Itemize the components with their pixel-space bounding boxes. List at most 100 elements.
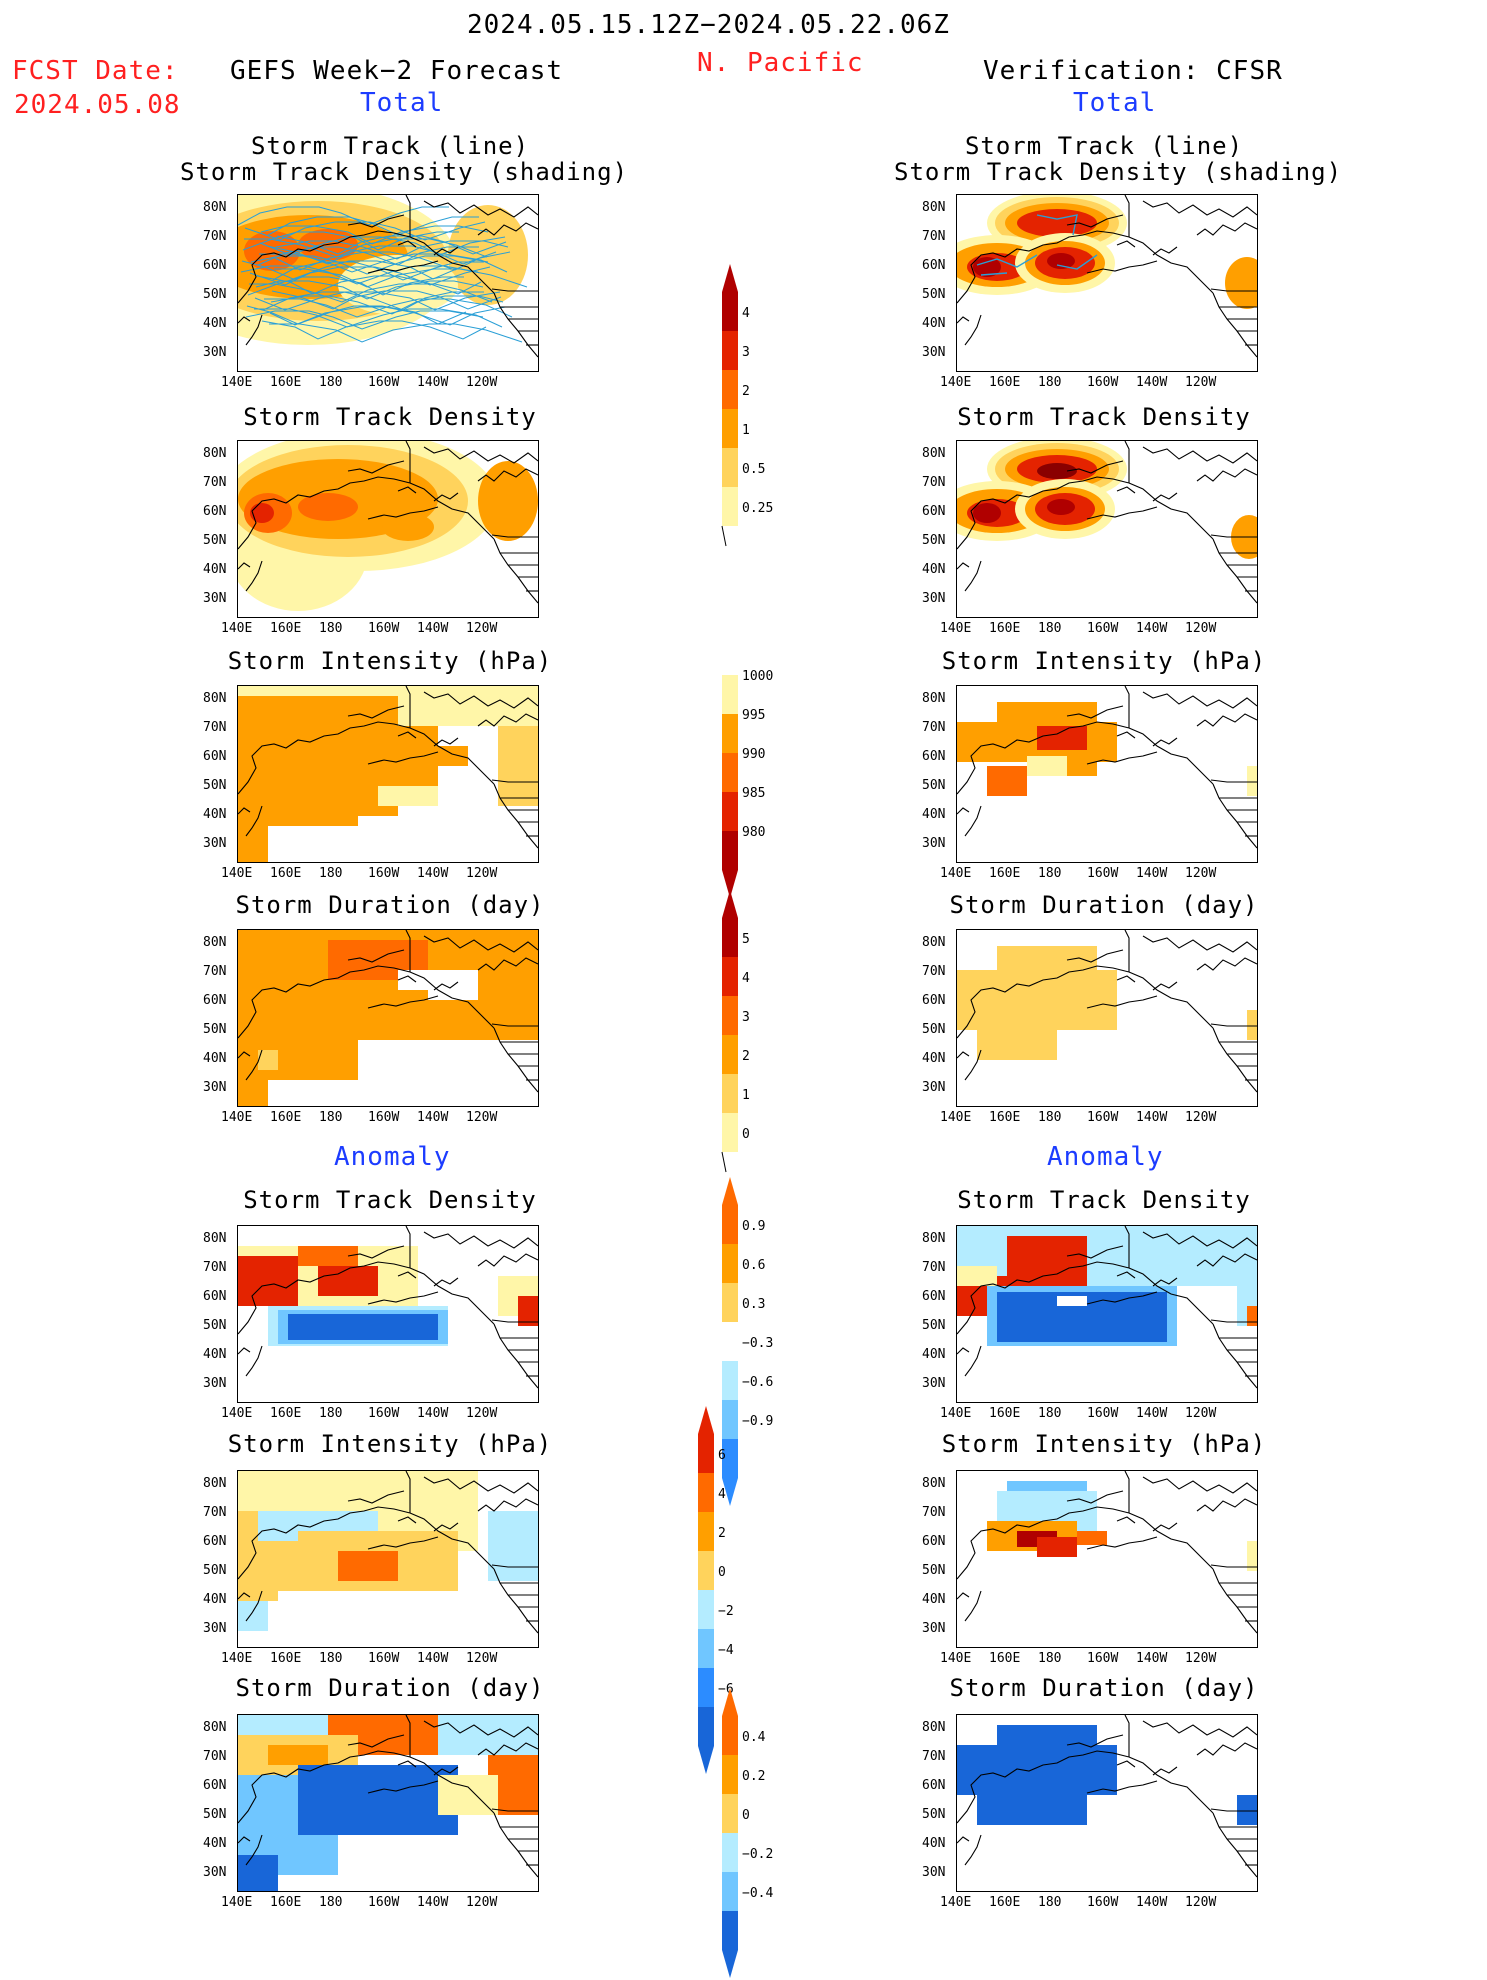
colorbar-arrow: [722, 1478, 738, 1506]
shade-contour: [1047, 499, 1075, 515]
fc-intensity-anom-map: [237, 1470, 539, 1648]
colorbar-label: 5: [742, 931, 750, 947]
lat-tick-label: 60N: [203, 993, 227, 1008]
fc-duration-anom-map-shading: [238, 1715, 538, 1891]
shade-block: [378, 786, 438, 806]
colorbar-segment: [722, 1244, 738, 1283]
lon-tick-label: 180: [1038, 621, 1062, 636]
verification-anomaly-label: Anomaly: [1047, 1142, 1164, 1172]
lon-tick-label: 160E: [270, 866, 302, 881]
colorbar-segment: [722, 1205, 738, 1244]
colorbar-segment: [722, 1794, 738, 1833]
shade-block: [1247, 1306, 1257, 1326]
shade-block: [977, 1795, 1087, 1825]
vf-density-title: Storm Track Density: [957, 403, 1251, 431]
storm-track-line: [254, 308, 503, 328]
lon-tick-label: 160W: [1087, 621, 1119, 636]
lat-tick-label: 70N: [203, 475, 227, 490]
lat-tick-label: 80N: [203, 935, 227, 950]
lon-tick-label: 120W: [466, 1895, 498, 1910]
vf-intensity-anom-title: Storm Intensity (hPa): [941, 1430, 1267, 1458]
shade-block: [488, 1511, 538, 1581]
lon-tick-label: 140E: [940, 1110, 972, 1125]
lon-tick-label: 160E: [989, 1651, 1021, 1666]
shade-contour: [1037, 463, 1077, 479]
forecast-title: GEFS Week−2 Forecast: [230, 56, 564, 86]
fc-duration-title: Storm Duration (day): [235, 891, 545, 919]
lon-tick-label: 180: [319, 1406, 343, 1421]
fc-track-line-map: [237, 194, 539, 372]
lat-tick-label: 40N: [922, 1347, 946, 1362]
vf-track-line-title: Storm Track (line): [964, 132, 1244, 160]
shade-block: [238, 1256, 298, 1306]
lat-tick-label: 70N: [922, 475, 946, 490]
colorbar-segment: [722, 792, 738, 831]
colorbar-segment: [722, 918, 738, 957]
colorbar-segment: [722, 1074, 738, 1113]
colorbar-arrow: [722, 870, 738, 898]
verification-total-label: Total: [1073, 88, 1157, 118]
lon-tick-label: 140E: [221, 1406, 253, 1421]
lat-tick-label: 80N: [922, 935, 946, 950]
lon-tick-label: 180: [1038, 1406, 1062, 1421]
colorbar-segment: [698, 1590, 714, 1629]
lon-tick-label: 160W: [368, 1406, 400, 1421]
lon-tick-label: 140E: [221, 866, 253, 881]
shade-block: [298, 1246, 358, 1266]
lat-tick-label: 70N: [203, 229, 227, 244]
lon-tick-label: 120W: [466, 375, 498, 390]
colorbar-label: 0.9: [742, 1218, 766, 1234]
colorbar-arrow: [722, 1177, 738, 1205]
lat-tick-label: 30N: [203, 1080, 227, 1095]
lat-tick-label: 70N: [922, 964, 946, 979]
lon-tick-label: 140E: [940, 1406, 972, 1421]
colorbar-segment: [722, 1400, 738, 1439]
storm-track-line: [260, 225, 489, 245]
shade-block: [987, 766, 1027, 796]
shade-block: [438, 1775, 498, 1815]
lon-tick-label: 160E: [270, 375, 302, 390]
verification-title: Verification: CFSR: [983, 56, 1283, 86]
shade-block: [238, 1571, 278, 1601]
shade-block: [1077, 1531, 1107, 1545]
lat-tick-label: 40N: [203, 1836, 227, 1851]
lon-tick-label: 120W: [466, 621, 498, 636]
lat-tick-label: 70N: [203, 720, 227, 735]
lat-tick-label: 50N: [922, 533, 946, 548]
lat-tick-label: 80N: [203, 1476, 227, 1491]
shade-block: [957, 970, 1117, 1030]
shade-contour: [298, 493, 358, 521]
colorbar-segment: [722, 292, 738, 331]
storm-track-line: [240, 265, 479, 285]
shade-contour: [1225, 257, 1257, 309]
colorbar-segment: [722, 1035, 738, 1074]
shade-block: [997, 1725, 1097, 1745]
shade-block: [358, 1040, 538, 1106]
lat-tick-label: 30N: [922, 836, 946, 851]
lat-tick-label: 60N: [922, 749, 946, 764]
lat-tick-label: 70N: [922, 1749, 946, 1764]
colorbar-label: 6: [718, 1447, 726, 1463]
lon-tick-label: 180: [1038, 1110, 1062, 1125]
storm-track-line: [249, 283, 493, 303]
colorbar-segment: [722, 1283, 738, 1322]
colorbar-arrow: [722, 1688, 738, 1716]
fcst-date-value: 2024.05.08: [14, 90, 181, 120]
shade-block: [238, 1080, 268, 1106]
lat-tick-label: 30N: [203, 591, 227, 606]
shade-block: [1247, 766, 1257, 796]
fc-track-line-map-shading: [238, 195, 538, 358]
shade-block: [318, 1266, 378, 1296]
fc-intensity-anom-title: Storm Intensity (hPa): [227, 1430, 553, 1458]
colorbar-label: 0: [742, 1126, 750, 1142]
shade-block: [1247, 1010, 1257, 1040]
lat-tick-label: 80N: [203, 200, 227, 215]
lat-tick-label: 30N: [203, 1865, 227, 1880]
colorbar-segment: [698, 1707, 714, 1746]
vf-track-line-map-shading: [957, 195, 1257, 358]
lon-tick-label: 140W: [1136, 621, 1168, 636]
lon-tick-label: 140E: [221, 1651, 253, 1666]
vf-intensity-anom-map: [956, 1470, 1258, 1648]
vf-intensity-map: [956, 685, 1258, 863]
lat-tick-label: 80N: [922, 446, 946, 461]
